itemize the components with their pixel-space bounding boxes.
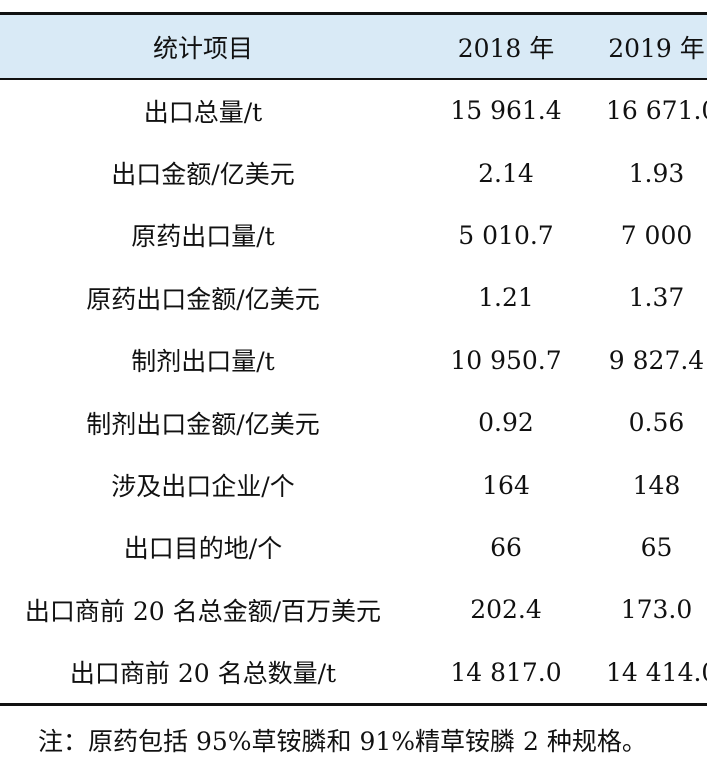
value-2018: 202.4 [470,595,542,625]
header-2019: 2019 年 [608,33,705,63]
value-2018: 66 [490,532,522,562]
value-2019: 7 000 [620,220,693,250]
value-2019: 16 671.0 [606,96,707,126]
table-footnote: 注：原药包括 95%草铵膦和 91%精草铵膦 2 种规格。 [38,727,647,756]
value-2019: 1.93 [628,158,685,188]
value-2018: 5 010.7 [458,220,554,250]
header-item: 统计项目 [152,33,253,63]
value-2018: 2.14 [478,158,534,188]
statistics-table: 统计项目 2018 年 2019 年 出口总量/t 15 961.4 16 67… [0,12,707,707]
value-2018: 14 817.0 [450,657,562,687]
table-row: 原药出口量/t 5 010.7 7 000 [0,204,707,266]
table-header-row: 统计项目 2018 年 2019 年 [0,15,707,78]
row-label: 出口总量/t [143,97,263,127]
value-2018: 10 950.7 [450,345,562,375]
table-header-rule [0,78,707,80]
table-row: 制剂出口量/t 10 950.7 9 827.4 [0,329,707,391]
table-row: 出口总量/t 15 961.4 16 671.0 [0,80,707,142]
table-top-rule [0,12,707,15]
row-label: 出口目的地/个 [123,534,283,564]
value-2019: 173.0 [620,595,693,625]
table-row: 制剂出口金额/亿美元 0.92 0.56 [0,391,707,453]
row-label: 原药出口量/t [131,222,275,252]
table-row: 出口商前 20 名总数量/t 14 817.0 14 414.0 [0,641,707,703]
value-2018: 164 [482,470,530,500]
value-2019: 9 827.4 [608,345,705,375]
table-row: 出口目的地/个 66 65 [0,516,707,578]
table-row: 出口商前 20 名总金额/百万美元 202.4 173.0 [0,579,707,641]
table-row: 原药出口金额/亿美元 1.21 1.37 [0,267,707,329]
value-2019: 14 414.0 [606,657,707,687]
row-label: 原药出口金额/亿美元 [86,284,320,314]
table-row: 出口金额/亿美元 2.14 1.93 [0,142,707,204]
row-label: 出口商前 20 名总金额/百万美元 [24,596,382,626]
row-label: 制剂出口量/t [131,347,275,377]
row-label: 制剂出口金额/亿美元 [86,409,320,439]
value-2018: 0.92 [478,408,534,438]
value-2019: 1.37 [628,283,685,313]
value-2018: 15 961.4 [450,96,562,126]
value-2019: 65 [640,532,673,562]
row-label: 出口金额/亿美元 [111,160,295,190]
value-2018: 1.21 [478,283,534,313]
value-2019: 148 [632,470,681,500]
header-2018: 2018 年 [457,33,555,63]
table-row: 涉及出口企业/个 164 148 [0,454,707,516]
value-2019: 0.56 [628,408,685,438]
row-label: 出口商前 20 名总数量/t [69,659,337,689]
table-bottom-rule [0,703,707,707]
row-label: 涉及出口企业/个 [111,472,295,502]
